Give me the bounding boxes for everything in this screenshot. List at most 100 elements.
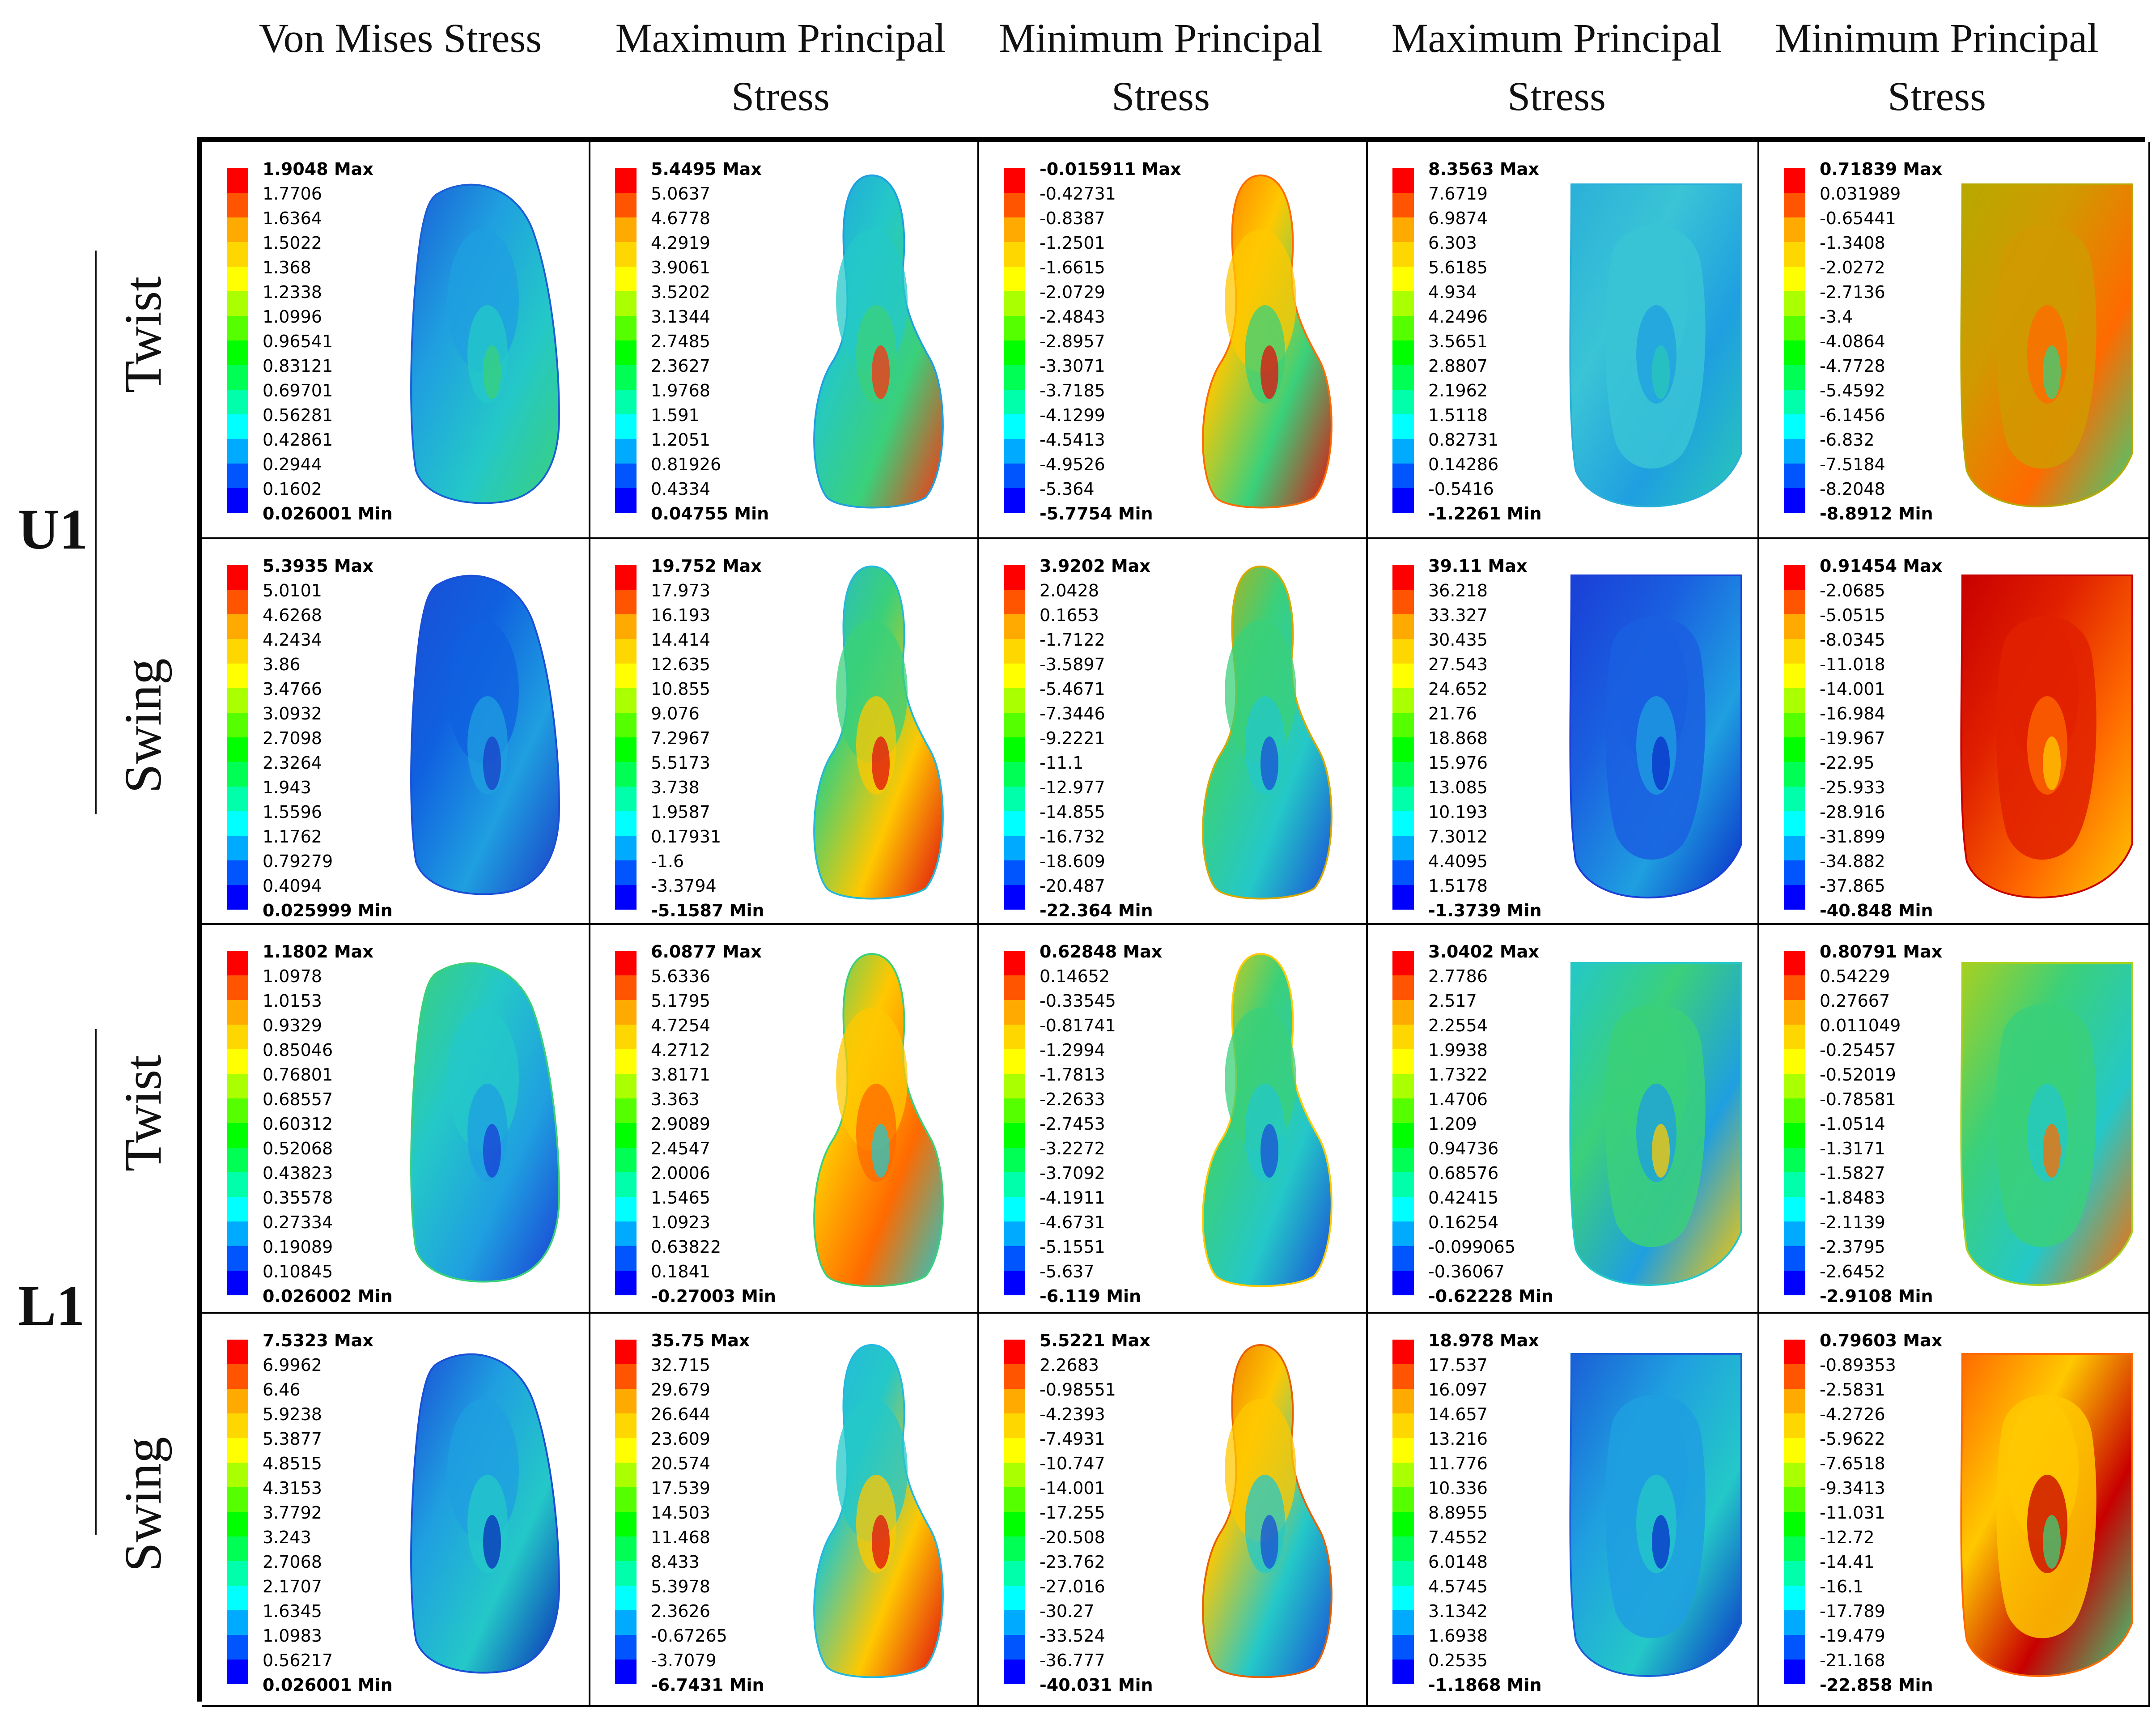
- legend-value-label: 1.9768: [651, 381, 710, 400]
- fea-model-tooth: [813, 565, 944, 900]
- legend-swatch: [1004, 316, 1025, 340]
- legend-value-label: 3.738: [651, 778, 700, 797]
- legend-value-label: 4.3153: [263, 1478, 322, 1498]
- legend-swatch: [615, 1364, 637, 1389]
- legend-swatch: [615, 1586, 637, 1610]
- legend-swatch: [1784, 1340, 1805, 1364]
- legend-swatch: [1392, 975, 1414, 1000]
- legend-swatch: [1784, 1025, 1805, 1049]
- legend-swatch: [1784, 439, 1805, 464]
- legend-swatch: [1392, 217, 1414, 242]
- legend-value-label: 4.6778: [651, 209, 710, 228]
- legend-value-label: -4.6731: [1040, 1213, 1105, 1232]
- legend-swatch: [1392, 365, 1414, 390]
- legend-swatch: [615, 811, 637, 836]
- legend-swatch: [615, 1246, 637, 1271]
- legend-value-label: 0.27334: [263, 1213, 333, 1232]
- legend-swatch: [1784, 639, 1805, 664]
- legend-swatch: [1392, 590, 1414, 614]
- legend-swatch: [1004, 1364, 1025, 1389]
- legend-value-label: -5.9622: [1820, 1429, 1885, 1449]
- column-header-line1: Maximum Principal: [615, 15, 946, 61]
- legend-swatch: [227, 439, 248, 464]
- legend-swatch: [1004, 1246, 1025, 1271]
- legend-value-label: 0.1602: [263, 479, 322, 499]
- legend-value-label: -1.2994: [1040, 1040, 1105, 1060]
- legend-swatch: [1784, 1197, 1805, 1221]
- legend-swatch: [227, 1660, 248, 1684]
- legend-value-label: -4.5413: [1040, 430, 1105, 450]
- legend-swatch: [1392, 1413, 1414, 1438]
- legend-value-label: 3.8171: [651, 1065, 710, 1085]
- legend-swatch: [615, 787, 637, 811]
- legend-value-label: 0.1653: [1040, 605, 1099, 625]
- legend-value-label: 14.657: [1428, 1404, 1488, 1424]
- legend-value-label: 0.60312: [263, 1114, 333, 1134]
- legend-value-label: 5.0637: [651, 184, 710, 204]
- column-header-line1: Von Mises Stress: [259, 15, 542, 61]
- legend-swatch: [1004, 1123, 1025, 1148]
- legend-swatch: [615, 614, 637, 639]
- legend-min-label: -6.119 Min: [1040, 1286, 1142, 1306]
- legend-swatch: [615, 414, 637, 439]
- legend-swatch: [615, 1098, 637, 1123]
- legend-swatch: [227, 464, 248, 488]
- stress-cell-r2-c2: 19.752 Max 17.973 16.193 14.414 12.635 10.855…: [590, 539, 979, 925]
- legend-value-label: -17.789: [1820, 1601, 1885, 1621]
- fea-model-tooth: [813, 1344, 944, 1678]
- legend-max-label: -0.015911 Max: [1040, 159, 1181, 179]
- legend-value-label: 16.193: [651, 605, 710, 625]
- legend-swatch: [1392, 860, 1414, 885]
- legend-value-label: -33.524: [1040, 1626, 1105, 1646]
- stress-cell-r4-c5: 0.79603 Max -0.89353 -2.5831 -4.2726 -5.9622…: [1759, 1314, 2150, 1707]
- legend-swatch: [1004, 414, 1025, 439]
- legend-swatch: [227, 168, 248, 193]
- legend-swatch: [1392, 762, 1414, 787]
- fea-model-tooth: [1202, 174, 1333, 508]
- legend-min-label: -5.1587 Min: [651, 901, 764, 920]
- legend-swatch: [1004, 1586, 1025, 1610]
- legend-value-label: -2.0685: [1820, 581, 1885, 600]
- legend-swatch: [227, 1487, 248, 1512]
- legend-min-label: -0.27003 Min: [651, 1286, 776, 1306]
- legend-value-label: -3.7092: [1040, 1163, 1105, 1183]
- legend-swatch: [227, 1246, 248, 1271]
- legend-value-label: 16.097: [1428, 1380, 1488, 1400]
- legend-swatch: [1784, 316, 1805, 340]
- legend-value-label: 4.2496: [1428, 307, 1488, 327]
- legend-value-label: 26.644: [651, 1404, 710, 1424]
- legend-swatch: [227, 365, 248, 390]
- legend-value-label: 3.9061: [651, 258, 710, 277]
- legend-swatch: [615, 713, 637, 737]
- legend-value-label: -0.8387: [1040, 209, 1105, 228]
- legend-max-label: 0.80791 Max: [1820, 942, 1943, 962]
- legend-swatch: [615, 688, 637, 713]
- legend-max-label: 3.9202 Max: [1040, 556, 1150, 576]
- legend-swatch: [1004, 1413, 1025, 1438]
- legend-value-label: 36.218: [1428, 581, 1488, 600]
- legend-swatch: [1004, 1389, 1025, 1413]
- legend-swatch: [1784, 565, 1805, 590]
- legend-value-label: 29.679: [651, 1380, 710, 1400]
- legend-swatch: [1392, 565, 1414, 590]
- legend-min-label: 0.025999 Min: [263, 901, 393, 920]
- legend-value-label: 0.63822: [651, 1237, 721, 1257]
- legend-swatch: [1784, 365, 1805, 390]
- legend-swatch: [1392, 1148, 1414, 1172]
- legend-value-label: 6.303: [1428, 233, 1477, 253]
- legend-max-label: 5.5221 Max: [1040, 1331, 1150, 1350]
- legend-value-label: 5.6185: [1428, 258, 1488, 277]
- legend-swatch: [1392, 1635, 1414, 1660]
- legend-swatch: [1784, 1635, 1805, 1660]
- legend-value-label: -2.0729: [1040, 282, 1105, 302]
- legend-swatch: [227, 1340, 248, 1364]
- legend-swatch: [227, 860, 248, 885]
- legend-swatch: [227, 737, 248, 762]
- fea-model-bone: [1569, 183, 1742, 507]
- legend-value-label: -14.855: [1040, 802, 1105, 822]
- legend-value-label: 7.4552: [1428, 1528, 1488, 1547]
- legend-swatch: [1392, 1610, 1414, 1635]
- fea-model-bone: [1960, 575, 2133, 899]
- legend-value-label: -36.777: [1040, 1651, 1105, 1670]
- legend-swatch: [1004, 639, 1025, 664]
